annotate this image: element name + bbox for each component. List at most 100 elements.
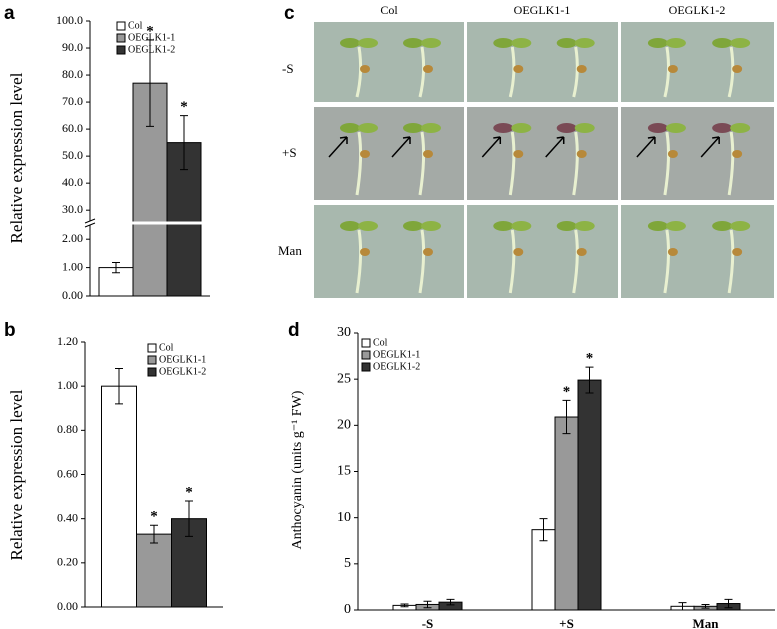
seed — [360, 150, 370, 158]
y-tick-label: 0.00 — [57, 599, 78, 613]
bar — [531, 529, 556, 611]
seedling-leaf — [730, 221, 751, 231]
seed — [423, 65, 433, 73]
column-label: OEGLK1-2 — [669, 3, 726, 17]
error-bar — [400, 603, 409, 608]
legend-label: OEGLK1-1 — [159, 354, 206, 365]
error-bar — [180, 115, 188, 171]
seed — [360, 248, 370, 256]
legend-swatch — [361, 338, 371, 348]
bar — [577, 379, 602, 611]
y-tick-label: 100.0 — [56, 13, 83, 27]
column-label: OEGLK1-1 — [514, 3, 571, 17]
significance-marker: * — [586, 351, 594, 367]
seedling-stem — [663, 229, 670, 294]
y-tick-label: 10 — [337, 510, 351, 525]
seedling-leaf — [421, 221, 441, 231]
legend-swatch — [116, 45, 126, 55]
x-tick-label: +S — [559, 616, 574, 629]
seedling-leaf — [665, 123, 686, 133]
seedling-leaf — [665, 38, 686, 48]
legend-swatch — [361, 350, 371, 360]
y-tick-label: 0.60 — [57, 466, 78, 480]
y-tick-label: 30 — [337, 325, 351, 340]
legend-label: OEGLK1-2 — [128, 44, 175, 55]
seedling-stem — [727, 229, 735, 294]
photo-cell — [621, 107, 774, 200]
seed — [732, 65, 743, 73]
error-bar — [585, 366, 594, 394]
seedling-stem — [572, 131, 579, 196]
y-tick-label: 1.00 — [62, 259, 83, 273]
y-axis-label: Relative expression level — [7, 72, 26, 243]
chart: a Relative expression level 0.00 1.00 2.00 30… — [4, 3, 212, 302]
seedling-stem — [355, 46, 363, 98]
y-axis-label: Relative expression level — [7, 389, 26, 560]
seedling-leaf — [730, 38, 751, 48]
y-tick-label: 70.0 — [62, 94, 83, 108]
error-bar — [185, 500, 193, 537]
seed — [423, 150, 433, 158]
seedling-leaf — [511, 123, 532, 133]
seedling-leaf — [358, 38, 378, 48]
seed — [360, 65, 370, 73]
seedling-leaf — [358, 123, 378, 133]
arrow — [391, 136, 411, 158]
arrow — [700, 136, 720, 158]
y-tick-label: 1.00 — [57, 378, 78, 392]
seedling-stem — [727, 131, 735, 196]
seedling-leaf — [712, 38, 733, 48]
bar — [554, 416, 579, 611]
seedling-stem — [572, 46, 579, 98]
x-tick-label: -S — [422, 616, 434, 629]
seed — [513, 65, 524, 73]
legend-swatch — [361, 362, 371, 372]
y-tick-label: 15 — [337, 464, 351, 479]
significance-marker: * — [180, 99, 188, 115]
seedling-stem — [508, 229, 516, 294]
seedling-stem — [572, 229, 579, 294]
seed — [667, 248, 678, 256]
seedling-leaf — [574, 123, 595, 133]
seedling-leaf — [712, 221, 733, 231]
y-tick-label: 60.0 — [62, 121, 83, 135]
seed — [667, 150, 678, 158]
seedling-leaf — [556, 123, 577, 133]
seedling-leaf — [574, 38, 595, 48]
error-bar — [562, 399, 571, 435]
seedling-leaf — [340, 38, 360, 48]
seedling-leaf — [574, 221, 595, 231]
photo-cell — [314, 107, 464, 200]
significance-marker: * — [146, 23, 154, 39]
arrow — [328, 136, 348, 158]
legend-label: OEGLK1-1 — [373, 349, 420, 360]
seedling-leaf — [421, 123, 441, 133]
y-tick-label: 25 — [337, 371, 351, 386]
seedling-stem — [418, 46, 426, 98]
panel-label: b — [4, 320, 16, 341]
x-tick-label: Man — [693, 616, 720, 629]
seedling-stem — [418, 131, 426, 196]
y-tick-label: 30.0 — [62, 202, 83, 216]
seed — [423, 248, 433, 256]
y-tick-label: 40.0 — [62, 175, 83, 189]
legend-label: Col — [128, 20, 143, 31]
seedling-stem — [508, 46, 516, 98]
seedling-leaf — [493, 123, 514, 133]
seed — [667, 65, 678, 73]
error-bar — [539, 518, 548, 542]
photo-cell — [467, 205, 618, 298]
legend-label: OEGLK1-1 — [128, 32, 175, 43]
photo-cell — [314, 22, 464, 102]
y-tick-label: 0.20 — [57, 555, 78, 569]
chart: d Anthocyanin (units g⁻¹ FW) 0 5 10 15 20 25 30 *… — [288, 320, 775, 629]
significance-marker: * — [185, 484, 193, 500]
panel-label: a — [4, 3, 15, 24]
seedling-leaf — [730, 123, 751, 133]
photo-cell — [467, 107, 618, 200]
arrow — [545, 136, 565, 158]
seedling-stem — [355, 131, 363, 196]
significance-marker: * — [150, 509, 158, 525]
y-axis-label: Anthocyanin (units g⁻¹ FW) — [290, 390, 305, 549]
seedling-stem — [727, 46, 735, 98]
